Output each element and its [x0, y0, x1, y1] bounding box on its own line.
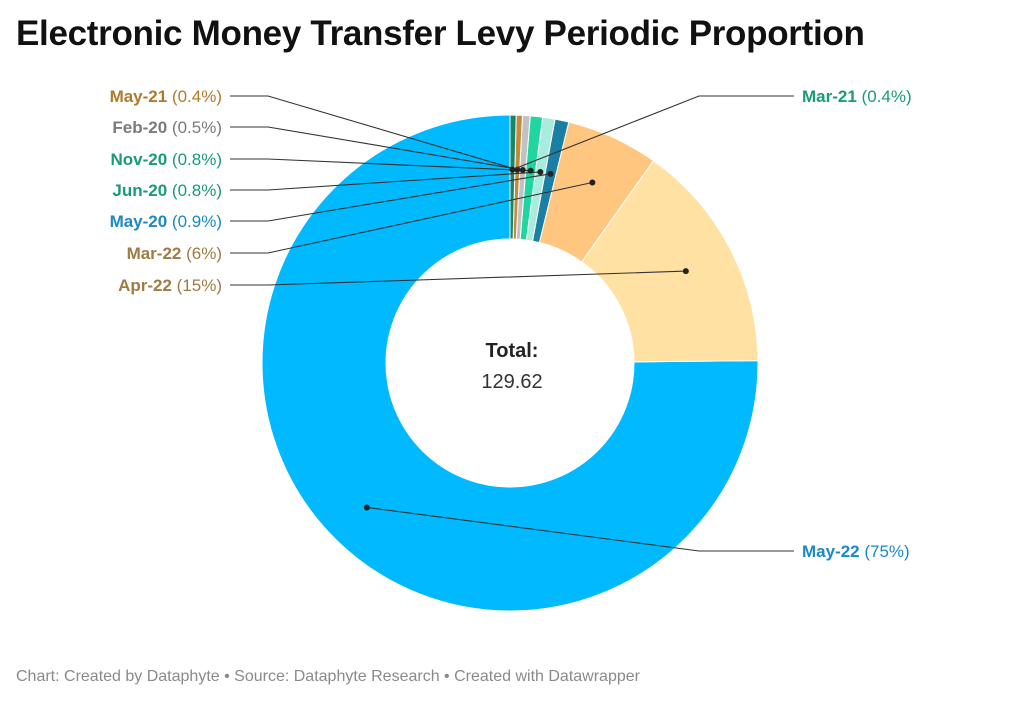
slice-label-name: Mar-22: [127, 244, 182, 263]
slice-label-percent: (15%): [172, 276, 222, 295]
slice-jun-20: [525, 116, 556, 242]
slice-label-percent: (0.9%): [167, 212, 222, 231]
slice-may-22: [261, 114, 759, 612]
slice-label-name: May-22: [802, 542, 860, 561]
leader-line-nov-20: [230, 158, 531, 172]
slice-label-mar-22: Mar-22 (6%): [127, 244, 222, 263]
slice-label-percent: (75%): [860, 542, 910, 561]
leader-line-may-20: [230, 173, 551, 222]
donut-slices: [261, 114, 759, 612]
slice-labels: May-22 (75%) Apr-22 (15%) Mar-22 (6%) May-2…: [110, 87, 912, 561]
leader-line-jun-20: [230, 171, 541, 191]
slice-label-may-22: May-22 (75%): [802, 542, 910, 561]
leader-line-feb-20: [230, 126, 523, 171]
slice-apr-22: [581, 160, 759, 363]
slice-label-may-20: May-20 (0.9%): [110, 212, 222, 231]
anchor-dot-may-22: [363, 504, 370, 511]
anchor-dot-mar-22: [589, 179, 596, 186]
anchor-dot-nov-20: [527, 167, 534, 174]
slice-label-percent: (0.4%): [167, 87, 222, 106]
slice-label-feb-20: Feb-20 (0.5%): [112, 118, 222, 137]
leader-line-may-22: [366, 506, 794, 552]
slice-may-20: [531, 118, 570, 244]
total-value: 129.62: [481, 371, 542, 393]
slice-label-name: Jun-20: [112, 181, 167, 200]
anchor-dot-apr-22: [682, 268, 689, 275]
anchor-dot-feb-20: [519, 166, 526, 173]
slice-label-name: Nov-20: [111, 150, 168, 169]
anchor-dot-may-20: [547, 170, 554, 177]
slice-label-percent: (0.5%): [167, 118, 222, 137]
leader-line-mar-22: [230, 181, 593, 254]
slice-label-name: Feb-20: [112, 118, 167, 137]
slice-label-name: May-21: [110, 87, 168, 106]
slice-label-percent: (6%): [181, 244, 222, 263]
slice-label-name: Apr-22: [118, 276, 172, 295]
slice-label-name: Mar-21: [802, 87, 857, 106]
leader-line-mar-21: [512, 95, 794, 171]
chart-footer: Chart: Created by Dataphyte • Source: Da…: [16, 668, 640, 685]
slice-label-percent: (0.8%): [167, 150, 222, 169]
slice-label-nov-20: Nov-20 (0.8%): [111, 150, 222, 169]
leader-line-may-21: [230, 95, 518, 171]
slice-mar-21: [509, 114, 517, 240]
slice-label-name: May-20: [110, 212, 168, 231]
slice-label-percent: (0.4%): [857, 87, 912, 106]
anchor-dot-mar-21: [509, 166, 516, 173]
slice-label-jun-20: Jun-20 (0.8%): [112, 181, 222, 200]
slice-label-mar-21: Mar-21 (0.4%): [802, 87, 912, 106]
slice-nov-20: [519, 115, 544, 241]
anchor-dot-jun-20: [537, 168, 544, 175]
slice-label-apr-22: Apr-22 (15%): [118, 276, 222, 295]
leader-line-apr-22: [230, 270, 686, 286]
slice-mar-22: [538, 121, 655, 263]
total-heading: Total:: [486, 340, 539, 362]
slice-label-may-21: May-21 (0.4%): [110, 87, 222, 106]
slice-label-percent: (0.8%): [167, 181, 222, 200]
chart-title: Electronic Money Transfer Levy Periodic …: [16, 14, 865, 53]
leader-lines: [230, 95, 794, 552]
